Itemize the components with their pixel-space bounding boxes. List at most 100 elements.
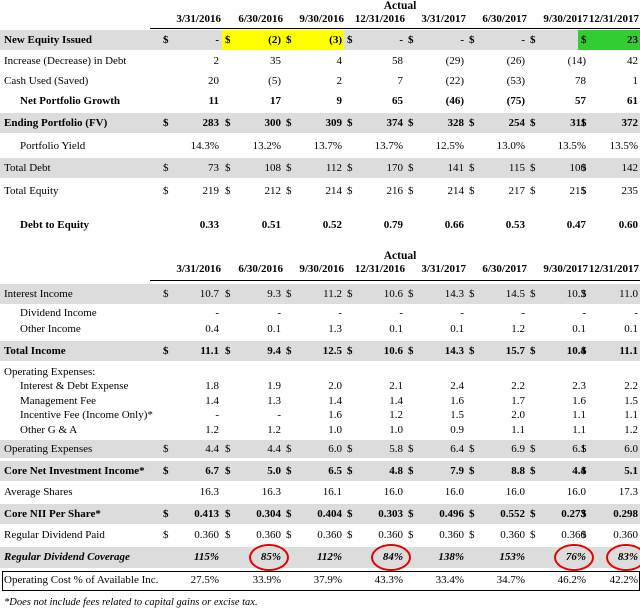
table-cell: 65 — [344, 91, 405, 111]
red-circle-annotation — [606, 544, 640, 571]
actual-header-bottom: Actual — [383, 250, 417, 262]
cell-value: (5) — [268, 75, 281, 87]
table-cell: 0.9 — [405, 423, 466, 438]
actual-header-top: Actual — [383, 0, 417, 12]
row-band — [0, 284, 640, 304]
cell-value: - — [338, 307, 342, 319]
cell-value: 0.51 — [261, 219, 281, 231]
cell-value: - — [399, 34, 403, 46]
table-row: Interest Income $10.7 $9.3 $11.2 $10.6 $14.3 $… — [0, 284, 640, 304]
cell-value: 73 — [208, 162, 219, 174]
table-cell: 0.33 — [160, 213, 221, 237]
cell-value: 0.298 — [613, 508, 638, 520]
table-cell: $0.496 — [405, 504, 466, 524]
cell-value: - — [521, 307, 525, 319]
cell-value: 20 — [208, 75, 219, 87]
table-cell: $142 — [578, 158, 640, 178]
table-row: New Equity Issued$-$(2)$(3)$-$-$-$-$23 — [0, 30, 640, 50]
table-cell: $112 — [283, 158, 344, 178]
currency-symbol: $ — [530, 288, 536, 300]
currency-symbol: $ — [286, 443, 292, 455]
table-cell — [160, 365, 221, 379]
table-cell: $115 — [466, 158, 527, 178]
table-cell: $0.304 — [222, 504, 283, 524]
cell-value: 13.2% — [252, 140, 281, 152]
cell-value: 13.0% — [496, 140, 525, 152]
cell-value: 0.360 — [613, 529, 638, 541]
table-cell: $ (3) — [283, 30, 344, 50]
cell-value: - — [277, 409, 281, 421]
currency-symbol: $ — [225, 288, 231, 300]
cell-value: - — [521, 34, 525, 46]
table-cell: 83% — [578, 544, 640, 571]
cell-value: 33.4% — [435, 574, 464, 586]
table-cell: - — [344, 305, 405, 321]
table-cell: 1.2 — [466, 321, 527, 337]
cell-value: 46.2% — [557, 574, 586, 586]
cell-value: 0.53 — [505, 219, 525, 231]
currency-symbol: $ — [408, 443, 414, 455]
cell-value: 16.0 — [383, 486, 403, 498]
table-cell: 1.1 — [527, 408, 588, 423]
currency-symbol: $ — [225, 529, 231, 541]
row-label: Other Income — [20, 323, 81, 335]
cell-value: 2.4 — [450, 380, 464, 392]
currency-symbol: $ — [286, 34, 292, 46]
cell-value: 1.2 — [267, 424, 281, 436]
table-cell: - — [160, 408, 221, 423]
cell-value: 78 — [575, 75, 586, 87]
table-cell: $0.552 — [466, 504, 527, 524]
cell-value: 9.4 — [267, 345, 281, 357]
table-cell: - — [527, 305, 588, 321]
currency-symbol: $ — [530, 117, 536, 129]
table-cell: 0.79 — [344, 213, 405, 237]
bottom-date-4: 3/31/2017 — [421, 263, 466, 275]
table-row: Regular Dividend Coverage 115% 85% 112% 84% 1… — [0, 544, 640, 571]
cell-value: - — [634, 307, 638, 319]
cell-value: 4.8 — [389, 465, 403, 477]
currency-symbol: $ — [469, 288, 475, 300]
table-cell: 1.7 — [466, 394, 527, 408]
cell-value: 0.360 — [439, 529, 464, 541]
cell-value: 16.3 — [261, 486, 281, 498]
cell-value: 57 — [575, 95, 586, 107]
cell-value: 311 — [570, 117, 586, 129]
table-cell: 34.7% — [466, 571, 527, 590]
table-cell: $8.8 — [466, 461, 527, 481]
cell-value: - — [582, 307, 586, 319]
table-cell: 1.1 — [578, 408, 640, 423]
table-cell: 43.3% — [344, 571, 405, 590]
cell-value: 5.1 — [624, 465, 638, 477]
table-cell: $0.360 — [527, 526, 588, 544]
cell-value: 0.47 — [566, 219, 586, 231]
row-band — [0, 113, 640, 133]
table-cell: $300 — [222, 113, 283, 133]
table-cell: 78 — [527, 71, 588, 91]
cell-value: 0.360 — [561, 529, 586, 541]
cell-value: 1.6 — [328, 409, 342, 421]
table-cell: $214 — [405, 181, 466, 201]
table-cell: $6.0 — [283, 440, 344, 458]
table-cell: 1.4 — [283, 394, 344, 408]
currency-symbol: $ — [408, 508, 414, 520]
currency-symbol: $ — [469, 443, 475, 455]
row-label: Core NII Per Share* — [4, 508, 101, 520]
cell-value: 43.3% — [374, 574, 403, 586]
table-cell: $0.360 — [222, 526, 283, 544]
table-cell: $5.8 — [344, 440, 405, 458]
cell-value: 5.8 — [389, 443, 403, 455]
currency-symbol: $ — [530, 529, 536, 541]
table-cell: $73 — [160, 158, 221, 178]
table-cell: $0.404 — [283, 504, 344, 524]
table-cell: 2.3 — [527, 379, 588, 394]
cell-value: 10.4 — [566, 345, 586, 357]
row-label: Other G & A — [20, 424, 78, 436]
currency-symbol: $ — [530, 162, 536, 174]
table-cell: (14) — [527, 51, 588, 71]
table-cell: $0.273 — [527, 504, 588, 524]
cell-value: 141 — [447, 162, 465, 174]
currency-symbol: $ — [225, 162, 231, 174]
cell-value: 0.1 — [389, 323, 403, 335]
cell-value: 11.1 — [619, 345, 638, 357]
cell-value: 15.7 — [505, 345, 525, 357]
